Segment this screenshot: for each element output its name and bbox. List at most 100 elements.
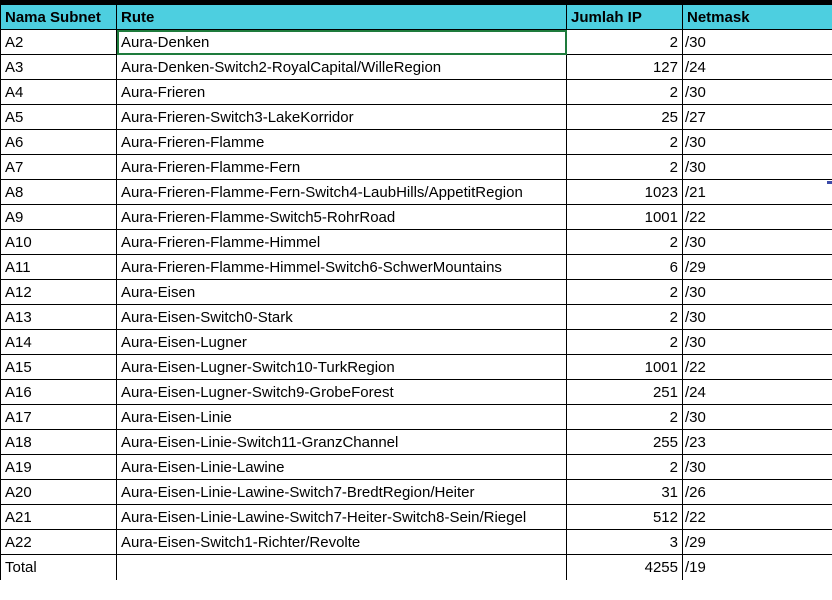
cell-rute[interactable]: Aura-Eisen-Linie-Lawine [116, 454, 567, 480]
cell-jumlah-ip[interactable]: 2 [566, 154, 683, 180]
cell-rute[interactable]: Aura-Frieren [116, 79, 567, 105]
table-row: A13 Aura-Eisen-Switch0-Stark 2/30 [0, 304, 832, 330]
cell-rute[interactable]: Aura-Denken [116, 29, 567, 55]
cell-jumlah-ip[interactable]: 1001 [566, 354, 683, 380]
cell-jumlah-ip[interactable]: 6 [566, 254, 683, 280]
cell-netmask[interactable]: /29 [682, 529, 832, 555]
cell-rute[interactable]: Aura-Eisen-Linie [116, 404, 567, 430]
cell-rute[interactable]: Aura-Eisen-Linie-Switch11-GranzChannel [116, 429, 567, 455]
cell-subnet[interactable]: A4 [0, 79, 117, 105]
cell-jumlah-ip[interactable]: 25 [566, 104, 683, 130]
table-row: A10 Aura-Frieren-Flamme-Himmel 2/30 [0, 229, 832, 255]
cell-netmask[interactable]: /27 [682, 104, 832, 130]
cell-netmask[interactable]: /30 [682, 229, 832, 255]
cell-subnet[interactable]: A9 [0, 204, 117, 230]
cell-netmask[interactable]: /30 [682, 329, 832, 355]
cell-subnet[interactable]: A22 [0, 529, 117, 555]
cell-jumlah-ip[interactable]: 3 [566, 529, 683, 555]
cell-netmask[interactable]: /30 [682, 304, 832, 330]
cell-jumlah-ip[interactable]: 2 [566, 329, 683, 355]
cell-netmask[interactable]: /30 [682, 154, 832, 180]
cell-subnet[interactable]: A20 [0, 479, 117, 505]
cell-jumlah-ip[interactable]: 2 [566, 229, 683, 255]
cell-rute[interactable]: Aura-Frieren-Switch3-LakeKorridor [116, 104, 567, 130]
table-row: A8 Aura-Frieren-Flamme-Fern-Switch4-LaubH… [0, 179, 832, 205]
cell-jumlah-ip[interactable]: 2 [566, 79, 683, 105]
cell-netmask[interactable]: /30 [682, 404, 832, 430]
cell-jumlah-ip[interactable]: 255 [566, 429, 683, 455]
cell-netmask[interactable]: /30 [682, 29, 832, 55]
cell-subnet[interactable]: A8 [0, 179, 117, 205]
cell-jumlah-ip[interactable]: 2 [566, 279, 683, 305]
cell-jumlah-ip[interactable]: 127 [566, 54, 683, 80]
cell-marker [827, 181, 832, 184]
cell-netmask[interactable]: /24 [682, 54, 832, 80]
table-row: A7 Aura-Frieren-Flamme-Fern 2/30 [0, 154, 832, 180]
cell-netmask[interactable]: /22 [682, 204, 832, 230]
total-label[interactable]: Total [0, 554, 117, 580]
total-jumlah-ip[interactable]: 4255 [566, 554, 683, 580]
header-row: Nama Subnet Rute Jumlah IP Netmask [0, 4, 832, 30]
cell-subnet[interactable]: A12 [0, 279, 117, 305]
cell-netmask[interactable]: /22 [682, 504, 832, 530]
cell-netmask[interactable]: /30 [682, 454, 832, 480]
cell-rute[interactable]: Aura-Denken-Switch2-RoyalCapital/WilleRe… [116, 54, 567, 80]
header-jumlah-ip[interactable]: Jumlah IP [566, 4, 683, 30]
total-row: Total 4255/19 [0, 554, 832, 580]
cell-rute[interactable]: Aura-Frieren-Flamme-Switch5-RohrRoad [116, 204, 567, 230]
cell-netmask[interactable]: /23 [682, 429, 832, 455]
cell-rute[interactable]: Aura-Eisen-Lugner-Switch9-GrobeForest [116, 379, 567, 405]
cell-netmask[interactable]: /30 [682, 79, 832, 105]
table-row: A18 Aura-Eisen-Linie-Switch11-GranzChanne… [0, 429, 832, 455]
cell-rute[interactable]: Aura-Eisen-Linie-Lawine-Switch7-BredtReg… [116, 479, 567, 505]
cell-rute[interactable]: Aura-Eisen-Switch1-Richter/Revolte [116, 529, 567, 555]
cell-rute[interactable]: Aura-Eisen-Lugner-Switch10-TurkRegion [116, 354, 567, 380]
cell-jumlah-ip[interactable]: 2 [566, 404, 683, 430]
cell-rute[interactable]: Aura-Eisen-Linie-Lawine-Switch7-Heiter-S… [116, 504, 567, 530]
cell-subnet[interactable]: A14 [0, 329, 117, 355]
cell-rute[interactable]: Aura-Eisen-Lugner [116, 329, 567, 355]
cell-subnet[interactable]: A19 [0, 454, 117, 480]
cell-subnet[interactable]: A10 [0, 229, 117, 255]
cell-rute[interactable]: Aura-Frieren-Flamme [116, 129, 567, 155]
cell-rute[interactable]: Aura-Eisen-Switch0-Stark [116, 304, 567, 330]
cell-jumlah-ip[interactable]: 512 [566, 504, 683, 530]
cell-subnet[interactable]: A6 [0, 129, 117, 155]
cell-subnet[interactable]: A13 [0, 304, 117, 330]
cell-jumlah-ip[interactable]: 31 [566, 479, 683, 505]
cell-netmask[interactable]: /21 [682, 179, 832, 205]
cell-netmask[interactable]: /29 [682, 254, 832, 280]
cell-netmask[interactable]: /26 [682, 479, 832, 505]
total-netmask[interactable]: /19 [682, 554, 832, 580]
cell-jumlah-ip[interactable]: 2 [566, 454, 683, 480]
cell-netmask[interactable]: /22 [682, 354, 832, 380]
header-netmask[interactable]: Netmask [682, 4, 832, 30]
total-rute[interactable] [116, 554, 567, 580]
cell-subnet[interactable]: A21 [0, 504, 117, 530]
cell-netmask[interactable]: /30 [682, 129, 832, 155]
cell-jumlah-ip[interactable]: 2 [566, 29, 683, 55]
cell-subnet[interactable]: A5 [0, 104, 117, 130]
cell-rute[interactable]: Aura-Eisen [116, 279, 567, 305]
cell-netmask[interactable]: /30 [682, 279, 832, 305]
cell-jumlah-ip[interactable]: 1023 [566, 179, 683, 205]
cell-subnet[interactable]: A3 [0, 54, 117, 80]
cell-subnet[interactable]: A2 [0, 29, 117, 55]
cell-rute[interactable]: Aura-Frieren-Flamme-Fern [116, 154, 567, 180]
cell-subnet[interactable]: A15 [0, 354, 117, 380]
cell-rute[interactable]: Aura-Frieren-Flamme-Himmel [116, 229, 567, 255]
header-rute[interactable]: Rute [116, 4, 567, 30]
cell-subnet[interactable]: A18 [0, 429, 117, 455]
header-nama-subnet[interactable]: Nama Subnet [0, 4, 117, 30]
cell-netmask[interactable]: /24 [682, 379, 832, 405]
cell-subnet[interactable]: A7 [0, 154, 117, 180]
cell-jumlah-ip[interactable]: 2 [566, 129, 683, 155]
cell-rute[interactable]: Aura-Frieren-Flamme-Himmel-Switch6-Schwe… [116, 254, 567, 280]
cell-subnet[interactable]: A11 [0, 254, 117, 280]
cell-jumlah-ip[interactable]: 1001 [566, 204, 683, 230]
cell-jumlah-ip[interactable]: 2 [566, 304, 683, 330]
cell-rute[interactable]: Aura-Frieren-Flamme-Fern-Switch4-LaubHil… [116, 179, 567, 205]
cell-subnet[interactable]: A16 [0, 379, 117, 405]
cell-jumlah-ip[interactable]: 251 [566, 379, 683, 405]
cell-subnet[interactable]: A17 [0, 404, 117, 430]
